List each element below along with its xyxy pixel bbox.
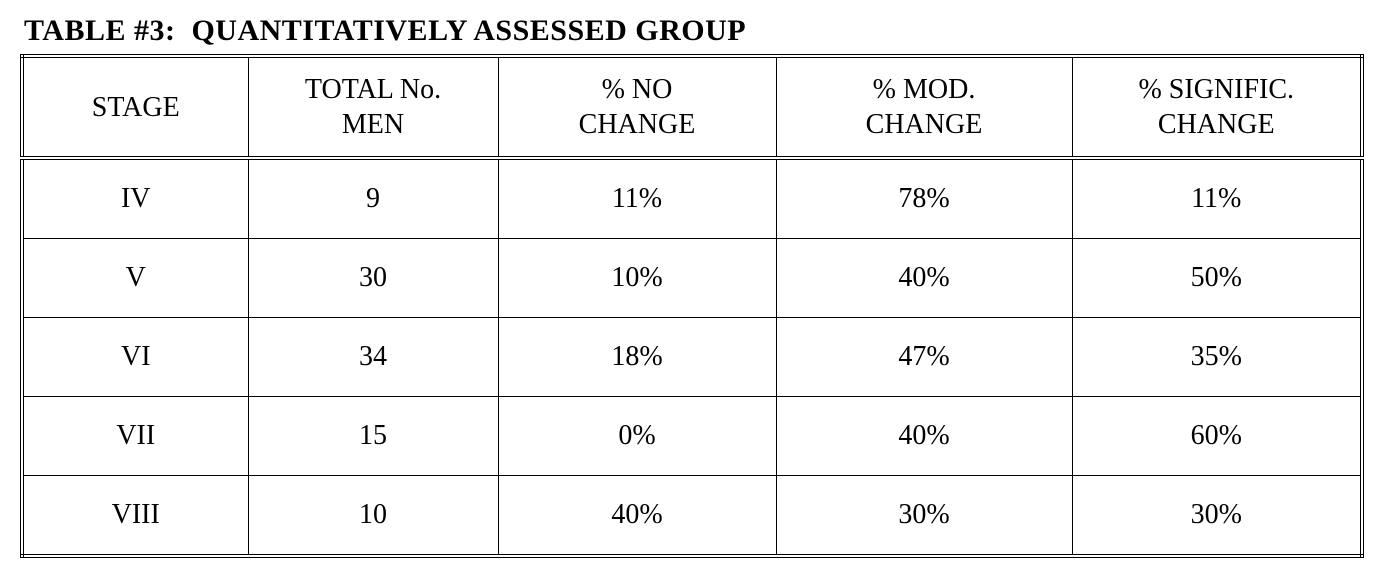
table-row: VIII 10 40% 30% 30%	[22, 476, 1362, 557]
header-text: STAGE	[92, 92, 180, 123]
col-header-no-change: % NO CHANGE	[498, 56, 776, 158]
col-header-stage: STAGE	[22, 56, 248, 158]
cell-mod-change: 40%	[776, 397, 1072, 476]
table-row: V 30 10% 40% 50%	[22, 239, 1362, 318]
cell-stage: VIII	[22, 476, 248, 557]
cell-stage: VII	[22, 397, 248, 476]
table-title: TABLE #3: QUANTITATIVELY ASSESSED GROUP	[24, 14, 1367, 48]
cell-no-change: 11%	[498, 158, 776, 239]
cell-total: 9	[248, 158, 498, 239]
header-text: CHANGE	[866, 109, 983, 140]
header-text: CHANGE	[1158, 109, 1275, 140]
header-text: % NO	[602, 74, 673, 105]
cell-no-change: 18%	[498, 318, 776, 397]
table-row: IV 9 11% 78% 11%	[22, 158, 1362, 239]
cell-no-change: 40%	[498, 476, 776, 557]
header-text: % SIGNIFIC.	[1138, 74, 1294, 105]
cell-stage: IV	[22, 158, 248, 239]
cell-total: 15	[248, 397, 498, 476]
cell-total: 10	[248, 476, 498, 557]
cell-no-change: 0%	[498, 397, 776, 476]
col-header-total: TOTAL No. MEN	[248, 56, 498, 158]
cell-no-change: 10%	[498, 239, 776, 318]
cell-total: 30	[248, 239, 498, 318]
col-header-mod-change: % MOD. CHANGE	[776, 56, 1072, 158]
table-header-row: STAGE TOTAL No. MEN % NO CHANGE % MOD. C…	[22, 56, 1362, 158]
cell-signific-change: 11%	[1072, 158, 1362, 239]
cell-total: 34	[248, 318, 498, 397]
cell-signific-change: 50%	[1072, 239, 1362, 318]
header-text: CHANGE	[579, 109, 696, 140]
cell-signific-change: 35%	[1072, 318, 1362, 397]
cell-mod-change: 47%	[776, 318, 1072, 397]
cell-stage: V	[22, 239, 248, 318]
header-text: TOTAL No.	[305, 74, 441, 105]
cell-signific-change: 30%	[1072, 476, 1362, 557]
cell-stage: VI	[22, 318, 248, 397]
cell-mod-change: 30%	[776, 476, 1072, 557]
header-text: MEN	[342, 109, 404, 140]
cell-mod-change: 78%	[776, 158, 1072, 239]
header-text: % MOD.	[873, 74, 976, 105]
cell-signific-change: 60%	[1072, 397, 1362, 476]
cell-mod-change: 40%	[776, 239, 1072, 318]
table-row: VI 34 18% 47% 35%	[22, 318, 1362, 397]
assessed-group-table: STAGE TOTAL No. MEN % NO CHANGE % MOD. C…	[20, 54, 1364, 558]
col-header-signific-change: % SIGNIFIC. CHANGE	[1072, 56, 1362, 158]
table-row: VII 15 0% 40% 60%	[22, 397, 1362, 476]
